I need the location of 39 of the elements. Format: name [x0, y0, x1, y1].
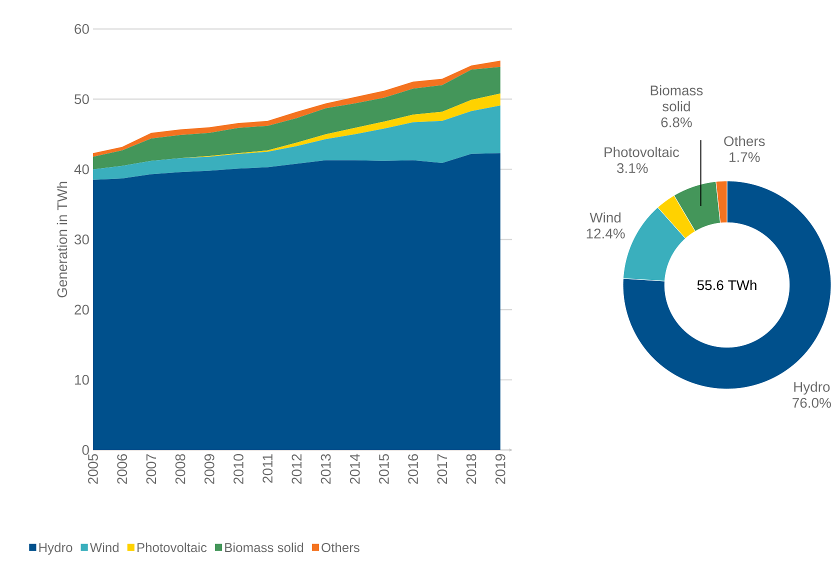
- data-label: 6.8%: [661, 117, 692, 128]
- x-tick-label: 2012: [292, 454, 302, 484]
- x-tick-label: 2009: [204, 454, 214, 484]
- text: 55.6 TWh: [697, 280, 756, 290]
- x-tick-label: 2018: [466, 454, 476, 484]
- legend-label: Others: [322, 542, 360, 552]
- data-label: 76.0%: [792, 398, 831, 408]
- x-tick-label: 2005: [88, 454, 98, 484]
- data-label: 12.4%: [586, 228, 625, 238]
- y-tick-label: 30: [74, 234, 89, 244]
- y-tick-label: 40: [74, 164, 89, 174]
- x-tick-label: 2019: [495, 454, 506, 484]
- slice-label: Others: [724, 136, 765, 146]
- x-tick-label: 2010: [234, 454, 244, 484]
- x-tick-label: 2014: [350, 454, 360, 484]
- slice-label: Hydro: [794, 382, 830, 395]
- x-tick-label: 2011: [262, 454, 273, 483]
- y-tick-label: 0: [82, 445, 89, 455]
- legend-label: Wind: [90, 542, 119, 552]
- x-tick-label: 2013: [320, 454, 331, 484]
- x-tick-label: 2006: [117, 454, 128, 484]
- data-label: 3.1%: [617, 163, 648, 174]
- slice-label: Wind: [590, 212, 621, 223]
- y-tick-label: 10: [75, 374, 89, 385]
- y-axis-title: Generation in TWh: [56, 182, 68, 298]
- legend-label: Biomass solid: [225, 542, 304, 552]
- y-tick-label: 50: [74, 94, 89, 104]
- x-tick-label: 2015: [379, 454, 389, 484]
- slice-label: Photovoltaic: [604, 146, 680, 158]
- x-tick-label: 2008: [175, 454, 186, 484]
- y-tick-label: 20: [74, 304, 89, 315]
- x-tick-label: 2017: [437, 454, 448, 484]
- slice-label: Biomass solid: [650, 85, 703, 112]
- legend-label: Photovoltaic: [137, 542, 207, 552]
- data-label: 1.7%: [730, 152, 760, 162]
- x-tick-label: 2007: [146, 454, 156, 484]
- y-tick-label: 60: [74, 24, 89, 34]
- x-tick-label: 2016: [408, 454, 418, 484]
- legend-label: Hydro: [39, 542, 72, 555]
